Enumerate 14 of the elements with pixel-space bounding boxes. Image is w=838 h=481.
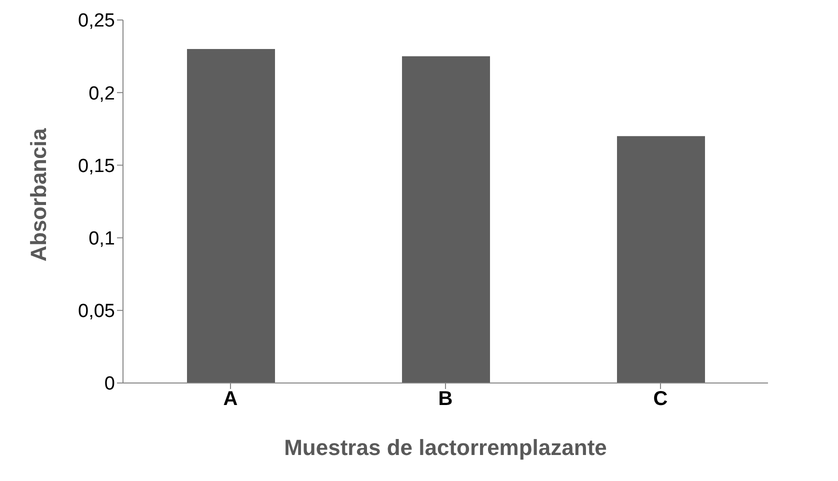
y-tick-label: 0,15 [78, 156, 115, 177]
y-tick-label: 0 [104, 374, 115, 395]
bar [187, 49, 275, 383]
y-tick-label: 0,05 [78, 301, 115, 322]
x-tick-label: B [438, 388, 453, 410]
y-axis-title: Absorbancia [26, 127, 51, 262]
bar [402, 56, 490, 383]
y-tick-label: 0,1 [88, 228, 115, 250]
x-tick-label: A [223, 388, 238, 410]
bar [617, 136, 705, 383]
x-tick-label: C [653, 388, 668, 410]
y-tick-label: 0,2 [88, 83, 115, 104]
x-axis-title: Muestras de lactorremplazante [284, 435, 607, 460]
y-tick-label: 0,25 [78, 10, 115, 32]
